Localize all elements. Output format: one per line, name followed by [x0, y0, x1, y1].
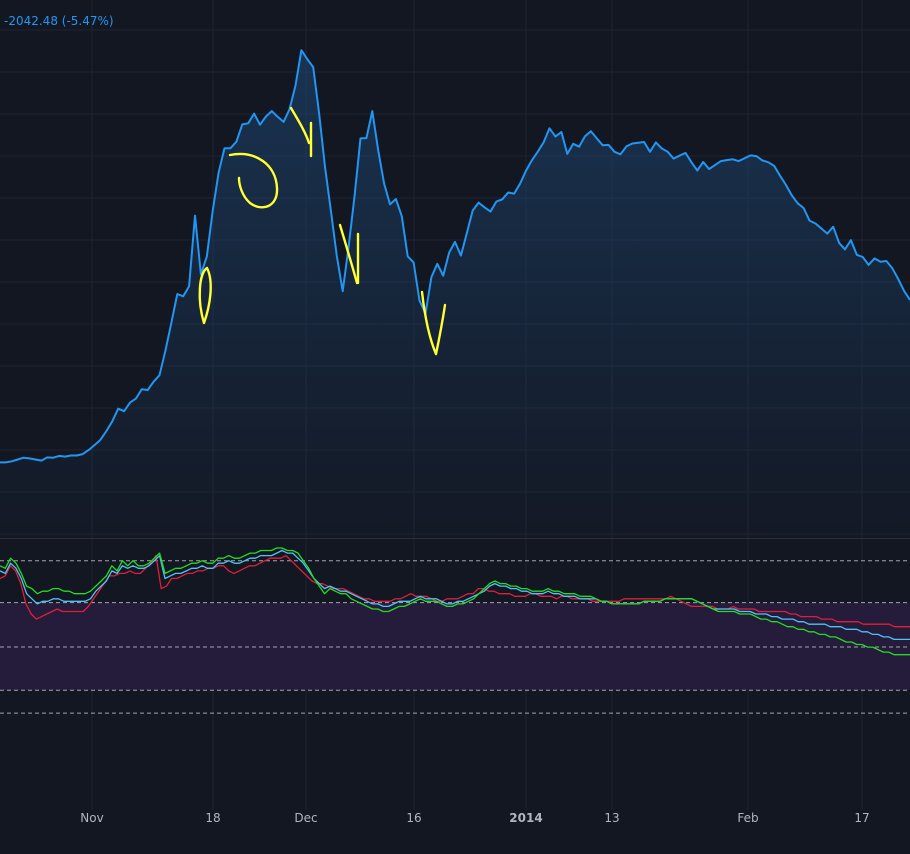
price-panel[interactable]	[0, 49, 910, 538]
price-area-fill	[0, 50, 910, 538]
annotation-mark	[228, 152, 279, 209]
x-tick-label: 13	[604, 811, 619, 825]
annotation-mark	[420, 290, 447, 356]
x-tick-label: 18	[205, 811, 220, 825]
x-tick-label: Feb	[737, 811, 758, 825]
price-line[interactable]	[0, 49, 910, 464]
price-change-label: -2042.48 (-5.47%)	[4, 14, 114, 28]
oscillator-slow-line[interactable]	[0, 554, 910, 628]
x-tick-label: Dec	[294, 811, 317, 825]
x-axis: Nov 18 Dec 16 2014 13 Feb 17	[80, 811, 869, 825]
x-tick-label: 16	[406, 811, 421, 825]
oscillator-panel[interactable]	[0, 547, 910, 714]
annotation-mark	[198, 266, 212, 325]
x-tick-label: Nov	[80, 811, 103, 825]
annotation-layer	[198, 106, 447, 356]
annotation-mark	[289, 106, 311, 145]
oscillator-mid-line[interactable]	[0, 549, 910, 641]
annotation-mark	[338, 223, 359, 285]
oscillator-fast-line[interactable]	[0, 547, 910, 656]
oscillator-shaded-band	[0, 602, 910, 691]
x-tick-label: 17	[854, 811, 869, 825]
x-tick-label: 2014	[509, 811, 542, 825]
